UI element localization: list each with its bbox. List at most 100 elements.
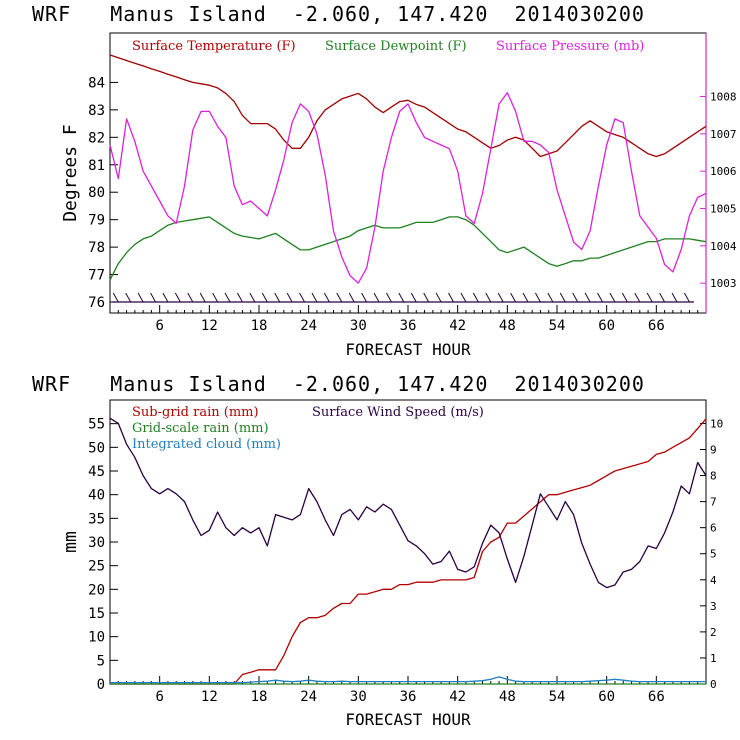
chart2-y-axis-label: mm — [60, 531, 81, 553]
chart1-x-tick-label: 12 — [201, 318, 218, 334]
chart1-wind-barb — [398, 292, 405, 303]
chart2-x-tick-label: 24 — [300, 689, 317, 705]
chart1-wind-barb — [559, 292, 566, 303]
chart1-wind-barb — [286, 292, 293, 303]
chart2-series-integrated-cloud — [110, 676, 706, 684]
chart1-y-tick-label: 78 — [88, 240, 105, 256]
chart1-wind-barb — [386, 292, 392, 303]
chart1-wind-barb — [187, 292, 194, 303]
chart2-y-tick-label: 50 — [88, 440, 105, 456]
chart1-wind-barb — [510, 292, 517, 303]
chart1-legend-pressure: Surface Pressure (mb) — [496, 39, 644, 54]
chart1-wind-barb — [125, 292, 132, 303]
chart1-wind-barb — [261, 292, 268, 303]
chart1-y-tick-label: 77 — [88, 268, 105, 284]
chart2-y-tick-label: 55 — [88, 417, 105, 433]
chart1-wind-barb — [609, 292, 616, 303]
chart2-y-tick-label: 15 — [88, 606, 105, 622]
chart1-series-surface-pressure — [109, 92, 707, 284]
chart2-y-tick-label: 20 — [88, 582, 105, 598]
chart1-wind-barb — [174, 292, 181, 303]
chart2-x-tick-label: 30 — [350, 689, 367, 705]
chart1-wind-barb — [423, 292, 430, 303]
chart2-legend-wind-speed: Surface Wind Speed (m/s) — [312, 405, 484, 420]
chart1-y-tick-label: 83 — [88, 103, 105, 119]
chart1-wind-barb — [361, 292, 368, 303]
chart2-y-tick-label: 5 — [97, 653, 105, 669]
chart2-y-tick-label: 25 — [88, 559, 105, 575]
chart1-wind-barb — [410, 292, 417, 303]
chart1-wind-barb — [584, 292, 591, 303]
chart2-x-tick-label: 54 — [549, 689, 566, 705]
chart2-y2-tick-label: 1 — [710, 652, 717, 665]
chart2-y-tick-label: 40 — [88, 488, 105, 504]
chart1-wind-barb — [460, 292, 467, 303]
chart2-y2-tick-label: 0 — [710, 678, 717, 691]
chart1-wind-barb — [621, 292, 628, 303]
chart1-x-tick-label: 18 — [251, 318, 268, 334]
chart1-wind-barb — [150, 292, 156, 303]
chart1-wind-barb — [237, 292, 243, 303]
chart1-y2-tick-label: 1006 — [710, 165, 737, 178]
chart2-x-tick-label: 36 — [400, 689, 417, 705]
chart1-wind-barb — [112, 292, 119, 303]
chart1-x-tick-label: 30 — [350, 318, 367, 334]
chart1-wind-barb — [162, 292, 169, 303]
chart2-x-tick-label: 48 — [499, 689, 516, 705]
chart1-series-surface-temperature — [109, 54, 707, 158]
chart2-y2-tick-label: 5 — [710, 548, 717, 561]
chart1-wind-barb — [448, 292, 454, 303]
chart2-x-axis-label: FORECAST HOUR — [345, 710, 471, 729]
chart1-wind-barb — [373, 292, 380, 303]
chart1-x-tick-label: 66 — [648, 318, 665, 334]
chart2-x-tick-label: 12 — [201, 689, 218, 705]
chart2-y-tick-label: 45 — [88, 464, 105, 480]
chart1-series-surface-dewpoint — [109, 216, 707, 281]
chart1-wind-barb — [323, 292, 330, 303]
chart1-wind-barb — [472, 292, 479, 303]
chart1-x-tick-label: 6 — [155, 318, 163, 334]
chart2-y2-tick-label: 4 — [710, 574, 717, 587]
chart1-wind-barb — [684, 292, 690, 303]
chart1-wind-barb — [597, 292, 603, 303]
chart1-wind-barb — [497, 292, 504, 303]
chart1-y2-tick-label: 1004 — [710, 240, 737, 253]
chart1-x-tick-label: 36 — [400, 318, 417, 334]
chart1-wind-barb — [646, 292, 653, 303]
chart1-wind-barb — [224, 292, 231, 303]
chart2-legend-integrated-cloud: Integrated cloud (mm) — [132, 437, 281, 452]
chart1-y2-tick-label: 1008 — [710, 90, 737, 103]
chart2-x-tick-label: 42 — [449, 689, 466, 705]
chart2-x-tick-label: 66 — [648, 689, 665, 705]
chart1-x-axis-label: FORECAST HOUR — [345, 340, 471, 359]
chart2-y-tick-label: 30 — [88, 535, 105, 551]
chart2-series-sub-grid-rain — [110, 418, 707, 685]
chart1-wind-barb — [274, 292, 281, 303]
chart2-y2-tick-label: 2 — [710, 626, 717, 639]
chart1-x-tick-label: 60 — [598, 318, 615, 334]
chart1-y-tick-label: 80 — [88, 185, 105, 201]
chart1-wind-barb — [485, 292, 492, 303]
chart1-x-tick-label: 42 — [449, 318, 466, 334]
chart1-y2-tick-label: 1003 — [710, 277, 737, 290]
chart1-wind-barb — [671, 292, 678, 303]
chart2-y2-tick-label: 6 — [710, 522, 717, 535]
chart1-y-tick-label: 76 — [88, 295, 105, 311]
chart1-x-tick-label: 48 — [499, 318, 516, 334]
chart1-y-tick-label: 84 — [88, 75, 105, 91]
chart1-legend-temperature: Surface Temperature (F) — [132, 39, 296, 54]
chart1-y-axis-label: Degrees F — [60, 124, 81, 222]
chart2-y-tick-label: 35 — [88, 511, 105, 527]
chart1-wind-barb — [199, 292, 206, 303]
chart1-wind-barb — [348, 292, 355, 303]
chart2-x-tick-label: 6 — [155, 689, 163, 705]
chart1-legend-dewpoint: Surface Dewpoint (F) — [325, 39, 467, 54]
chart1-x-tick-label: 24 — [300, 318, 317, 334]
chart1-title: WRF Manus Island -2.060, 147.420 2014030… — [32, 2, 645, 26]
chart2-x-tick-label: 18 — [251, 689, 268, 705]
chart2-y2-tick-label: 8 — [710, 470, 717, 483]
chart1-y-tick-label: 82 — [88, 130, 105, 146]
chart2-y2-tick-label: 10 — [710, 417, 723, 430]
chart1-y-tick-label: 79 — [88, 213, 105, 229]
